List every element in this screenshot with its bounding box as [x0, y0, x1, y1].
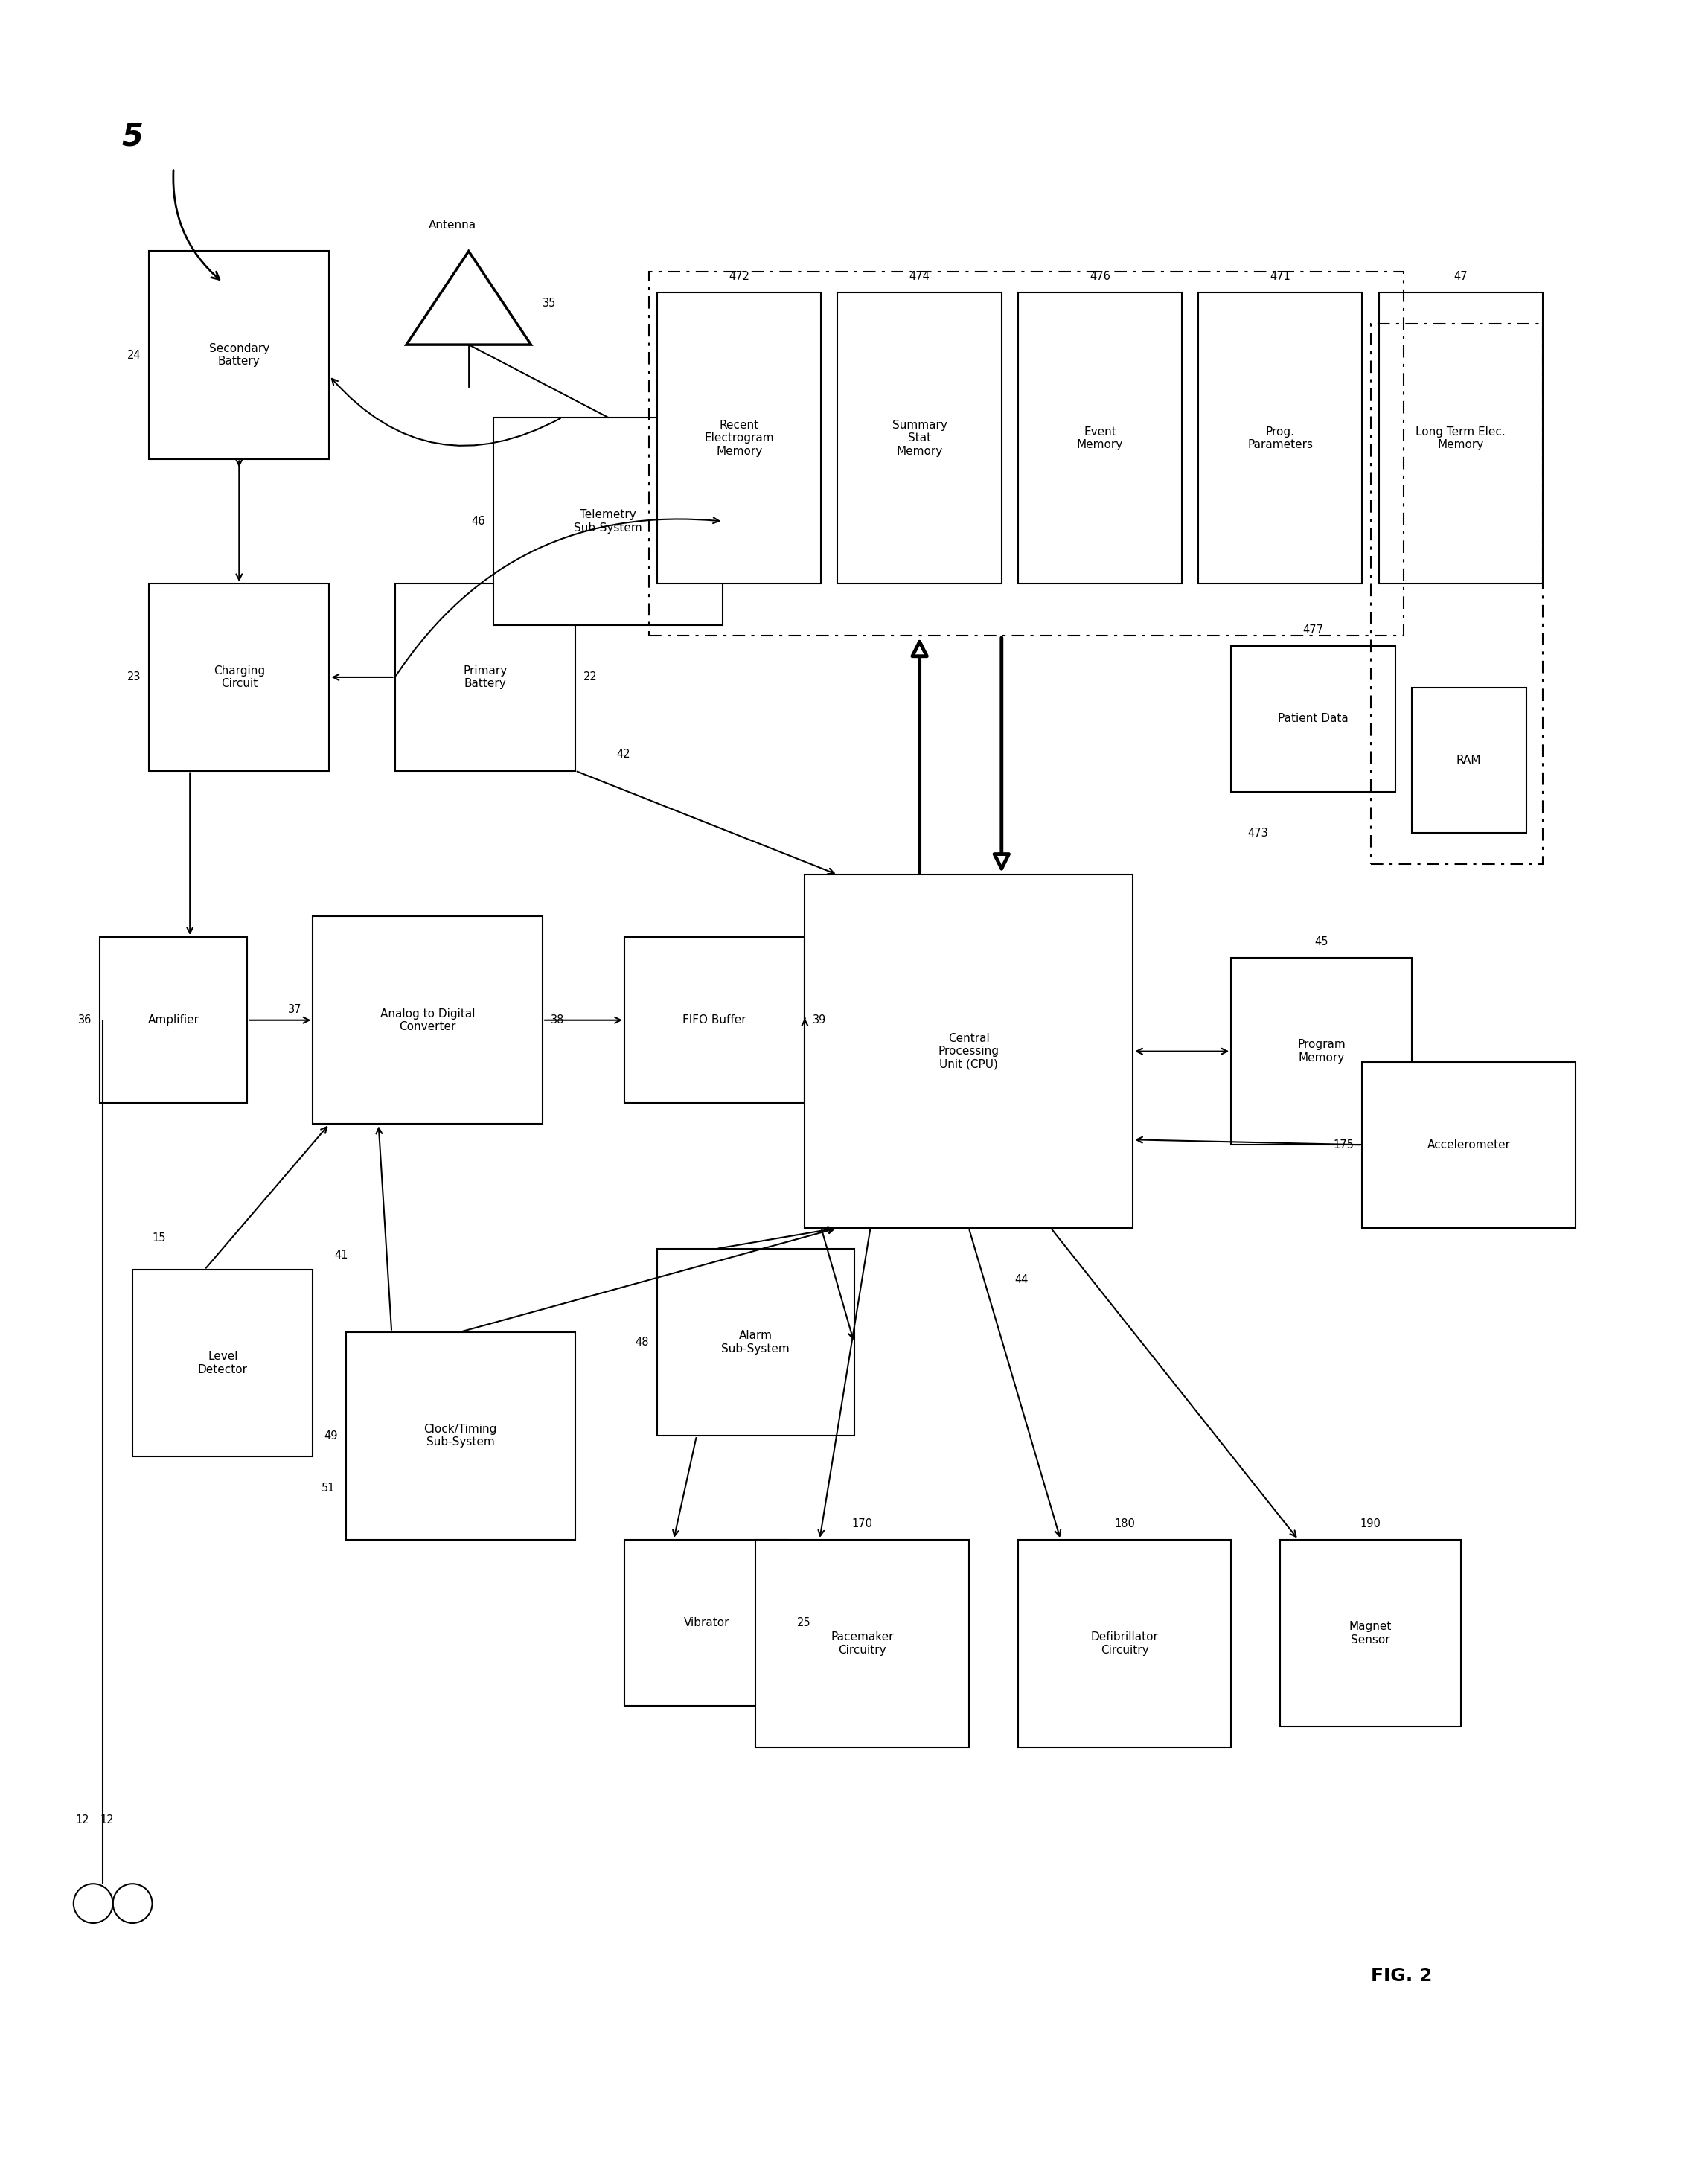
Text: 24: 24 [126, 349, 140, 362]
Text: 47: 47 [1454, 271, 1467, 281]
Bar [649, 273, 1404, 637]
Text: 471: 471 [1271, 271, 1291, 281]
Text: 48: 48 [635, 1336, 649, 1349]
Text: FIFO Buffer: FIFO Buffer [683, 1015, 746, 1026]
Text: Alarm
Sub-System: Alarm Sub-System [721, 1329, 789, 1355]
Text: 190: 190 [1360, 1518, 1380, 1528]
Bar [494, 418, 722, 626]
Text: 476: 476 [1090, 271, 1110, 281]
Text: Antenna: Antenna [429, 219, 477, 229]
Text: Prog.
Parameters: Prog. Parameters [1247, 427, 1313, 450]
Bar [133, 1269, 313, 1457]
Text: 51: 51 [321, 1483, 335, 1494]
Bar [1199, 292, 1363, 585]
Bar [1231, 957, 1411, 1145]
Text: 474: 474 [909, 271, 929, 281]
Text: Program
Memory: Program Memory [1296, 1039, 1346, 1063]
Text: Central
Processing
Unit (CPU): Central Processing Unit (CPU) [938, 1033, 999, 1070]
Text: 49: 49 [325, 1431, 338, 1442]
Text: 39: 39 [813, 1015, 827, 1026]
Text: Event
Memory: Event Memory [1076, 427, 1124, 450]
Text: 46: 46 [471, 515, 485, 526]
Text: 37: 37 [289, 1005, 302, 1015]
Bar [149, 585, 330, 771]
Text: 22: 22 [584, 671, 598, 682]
Bar [1363, 1061, 1575, 1228]
Text: 44: 44 [1015, 1275, 1028, 1286]
Text: RAM: RAM [1457, 756, 1481, 766]
Bar [395, 585, 576, 771]
Text: 35: 35 [543, 297, 557, 310]
Bar [99, 937, 248, 1104]
Text: 23: 23 [126, 671, 140, 682]
Bar [1370, 325, 1542, 864]
Text: Patient Data: Patient Data [1278, 712, 1348, 725]
Bar [1018, 1539, 1231, 1747]
Text: 5: 5 [121, 121, 143, 152]
Text: 472: 472 [729, 271, 750, 281]
Text: 170: 170 [852, 1518, 873, 1528]
Text: 42: 42 [617, 749, 630, 760]
Text: Telemetry
Sub-System: Telemetry Sub-System [574, 509, 642, 533]
Text: Magnet
Sensor: Magnet Sensor [1349, 1622, 1392, 1645]
Bar [1411, 688, 1527, 834]
Text: Vibrator: Vibrator [683, 1617, 729, 1628]
Text: Long Term Elec.
Memory: Long Term Elec. Memory [1416, 427, 1506, 450]
Text: 36: 36 [79, 1015, 92, 1026]
Text: 12: 12 [75, 1814, 89, 1825]
Bar [313, 916, 543, 1124]
Bar [625, 937, 804, 1104]
Text: 477: 477 [1303, 624, 1324, 637]
Text: 41: 41 [335, 1249, 348, 1260]
Text: Amplifier: Amplifier [149, 1015, 200, 1026]
Text: Summary
Stat
Memory: Summary Stat Memory [892, 420, 946, 457]
Text: Pacemaker
Circuitry: Pacemaker Circuitry [830, 1632, 893, 1656]
Text: Charging
Circuit: Charging Circuit [214, 665, 265, 688]
Bar [149, 251, 330, 459]
Text: Level
Detector: Level Detector [198, 1351, 248, 1375]
Bar [345, 1331, 576, 1539]
Bar [625, 1539, 789, 1706]
Text: Defibrillator
Circuitry: Defibrillator Circuitry [1091, 1632, 1158, 1656]
Bar [837, 292, 1001, 585]
Bar [658, 292, 822, 585]
Text: Primary
Battery: Primary Battery [463, 665, 507, 688]
Text: 180: 180 [1114, 1518, 1134, 1528]
Text: 15: 15 [152, 1232, 166, 1245]
Bar [658, 1249, 854, 1435]
Text: Accelerometer: Accelerometer [1428, 1139, 1510, 1150]
Text: Secondary
Battery: Secondary Battery [208, 342, 270, 368]
Bar [1231, 645, 1395, 792]
Text: 45: 45 [1315, 935, 1329, 948]
Bar [804, 875, 1132, 1228]
Text: 38: 38 [550, 1015, 564, 1026]
Text: Recent
Electrogram
Memory: Recent Electrogram Memory [704, 420, 774, 457]
Bar [1018, 292, 1182, 585]
Text: Analog to Digital
Converter: Analog to Digital Converter [381, 1009, 475, 1033]
Text: 175: 175 [1334, 1139, 1354, 1150]
Bar [1378, 292, 1542, 585]
Text: 12: 12 [99, 1814, 114, 1825]
Bar [1281, 1539, 1460, 1728]
Text: Clock/Timing
Sub-System: Clock/Timing Sub-System [424, 1425, 497, 1448]
Text: 25: 25 [796, 1617, 811, 1628]
Text: FIG. 2: FIG. 2 [1370, 1968, 1431, 1985]
Text: 473: 473 [1247, 827, 1267, 838]
Bar [755, 1539, 968, 1747]
